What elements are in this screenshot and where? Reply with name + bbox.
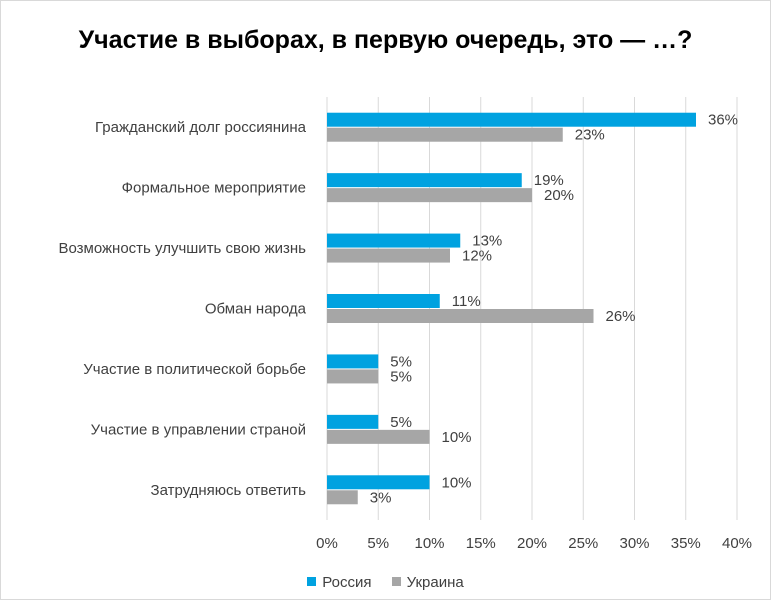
data-label-ukraine: 5% xyxy=(390,368,412,385)
bar-russia xyxy=(327,173,522,188)
category-label: Гражданский долг россиянина xyxy=(95,119,307,136)
category-label: Участие в управлении страной xyxy=(91,421,306,438)
bar-ukraine xyxy=(327,429,430,444)
x-tick-label-10: 10% xyxy=(414,535,444,552)
x-tick-label-30: 30% xyxy=(619,535,649,552)
legend-swatch-ukraine xyxy=(391,577,401,586)
chart-title: Участие в выборах, в первую очередь, это… xyxy=(78,26,693,54)
category-label: Возможность улучшить свою жизнь xyxy=(58,240,306,257)
data-label-ukraine: 3% xyxy=(370,489,392,506)
bar-russia xyxy=(327,475,430,490)
bar-ukraine xyxy=(327,127,563,142)
bar-ukraine xyxy=(327,188,532,203)
legend-item-ukraine: Украина xyxy=(391,574,464,591)
bar-ukraine xyxy=(327,490,358,505)
category-label: Обман народа xyxy=(205,301,307,318)
category-label: Участие в политической борьбе xyxy=(83,361,306,378)
x-tick-label-20: 20% xyxy=(517,535,547,552)
x-tick-label-25: 25% xyxy=(568,535,598,552)
data-label-russia: 36% xyxy=(708,112,738,129)
data-label-russia: 19% xyxy=(534,172,564,189)
bar-ukraine xyxy=(327,248,450,263)
legend-item-russia: Россия xyxy=(307,574,371,591)
x-tick-label-35: 35% xyxy=(671,535,701,552)
category-label: Затрудняюсь ответить xyxy=(151,482,307,499)
chart-legend: Россия Украина xyxy=(0,574,771,591)
bar-russia xyxy=(327,233,461,248)
data-label-ukraine: 12% xyxy=(462,248,492,265)
x-tick-label-15: 15% xyxy=(466,535,496,552)
data-label-russia: 5% xyxy=(390,414,412,431)
data-label-russia: 10% xyxy=(442,474,472,491)
bar-russia xyxy=(327,414,379,429)
x-tick-label-0: 0% xyxy=(316,535,338,552)
data-label-ukraine: 26% xyxy=(606,308,636,325)
bar-russia xyxy=(327,354,379,369)
data-label-ukraine: 10% xyxy=(442,429,472,446)
legend-swatch-russia xyxy=(307,577,317,586)
bar-ukraine xyxy=(327,369,379,384)
data-label-ukraine: 20% xyxy=(544,187,574,204)
x-tick-label-5: 5% xyxy=(367,535,389,552)
legend-label-russia: Россия xyxy=(322,574,372,591)
data-label-russia: 5% xyxy=(390,353,412,370)
x-tick-label-40: 40% xyxy=(722,535,752,552)
bar-russia xyxy=(327,112,696,127)
data-label-russia: 11% xyxy=(452,293,481,310)
data-label-ukraine: 23% xyxy=(575,127,605,144)
bar-russia xyxy=(327,294,440,308)
legend-label-ukraine: Украина xyxy=(406,574,464,591)
bar-ukraine xyxy=(327,309,594,323)
data-label-russia: 13% xyxy=(472,233,502,250)
category-label: Формальное мероприятие xyxy=(122,180,306,197)
